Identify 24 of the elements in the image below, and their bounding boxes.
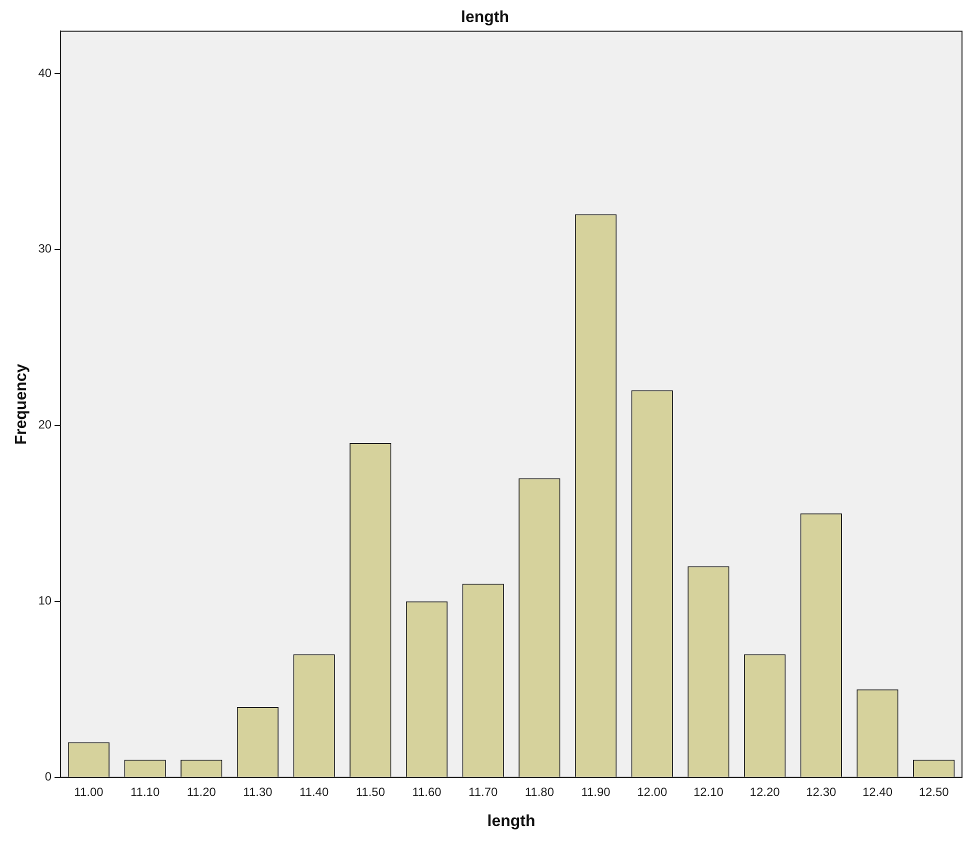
x-tick-label: 11.80 (524, 784, 554, 799)
x-tick-label: 11.10 (130, 784, 160, 799)
x-tick-label: 12.20 (750, 784, 780, 799)
x-tick-label: 11.90 (581, 784, 611, 799)
y-axis-title: Frequency (13, 364, 30, 445)
y-tick-label: 10 (38, 594, 52, 608)
x-axis-title: length (487, 812, 536, 830)
y-tick-label: 40 (38, 66, 52, 80)
x-tick-label: 12.50 (918, 784, 950, 799)
chart-title: length (461, 9, 509, 26)
x-tick-label: 11.40 (300, 784, 329, 799)
x-tick-label: 11.50 (356, 784, 386, 799)
x-tick-label: 12.00 (637, 784, 668, 799)
x-tick-label: 11.70 (468, 784, 498, 799)
y-tick-label: 20 (38, 418, 52, 432)
y-tick-label: 30 (38, 242, 52, 256)
x-tick-label: 11.30 (243, 784, 273, 799)
x-tick-label: 12.40 (862, 784, 893, 799)
x-tick-label: 11.20 (186, 784, 216, 799)
x-tick-label: 12.30 (806, 784, 836, 799)
x-tick-label: 11.00 (74, 784, 104, 799)
x-tick-label: 12.10 (693, 784, 724, 799)
x-tick-label: 11.60 (412, 784, 442, 799)
y-tick-label: 0 (44, 770, 52, 784)
